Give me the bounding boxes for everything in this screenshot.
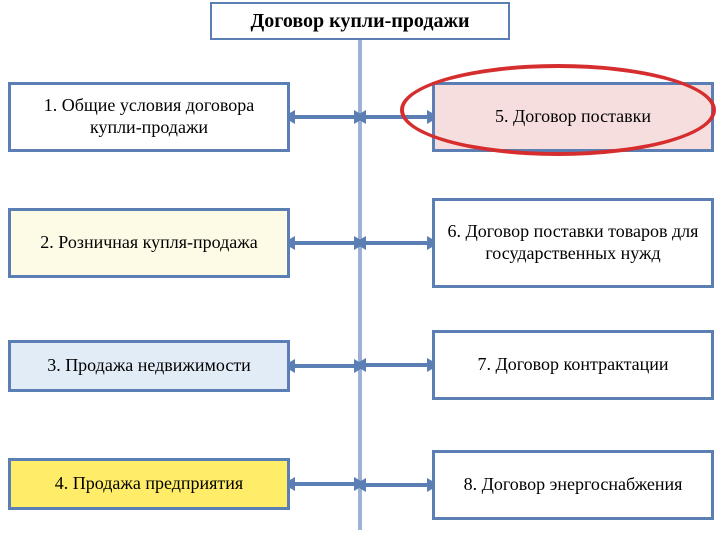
arrow-left-4 bbox=[293, 482, 356, 486]
arrow-right-3 bbox=[364, 363, 429, 367]
node-label: 6. Договор поставки товаров для государс… bbox=[445, 221, 701, 264]
arrow-left-1 bbox=[293, 115, 356, 119]
node-5-supply: 5. Договор поставки bbox=[432, 82, 714, 152]
node-6-state-supply: 6. Договор поставки товаров для государс… bbox=[432, 198, 714, 288]
arrow-right-2 bbox=[364, 241, 429, 245]
arrow-left-2 bbox=[293, 241, 356, 245]
node-3-real-estate: 3. Продажа недвижимости bbox=[8, 340, 290, 392]
node-label: 7. Договор контрактации bbox=[477, 354, 668, 376]
node-4-enterprise: 4. Продажа предприятия bbox=[8, 458, 290, 510]
diagram-title: Договор купли-продажи bbox=[210, 2, 510, 40]
node-8-energy: 8. Договор энергоснабжения bbox=[432, 450, 714, 520]
node-2-retail: 2. Розничная купля-продажа bbox=[8, 208, 290, 278]
node-label: 3. Продажа недвижимости bbox=[47, 355, 251, 377]
arrow-left-3 bbox=[293, 364, 356, 368]
arrow-right-1 bbox=[364, 115, 429, 119]
node-label: 2. Розничная купля-продажа bbox=[40, 232, 257, 254]
node-label: 8. Договор энергоснабжения bbox=[464, 474, 683, 496]
node-label: 1. Общие условия договора купли-продажи bbox=[21, 95, 277, 138]
node-1-general-conditions: 1. Общие условия договора купли-продажи bbox=[8, 82, 290, 152]
node-label: 5. Договор поставки bbox=[495, 106, 651, 128]
arrow-right-4 bbox=[364, 483, 429, 487]
node-label: 4. Продажа предприятия bbox=[55, 473, 243, 495]
node-7-contracting: 7. Договор контрактации bbox=[432, 330, 714, 400]
